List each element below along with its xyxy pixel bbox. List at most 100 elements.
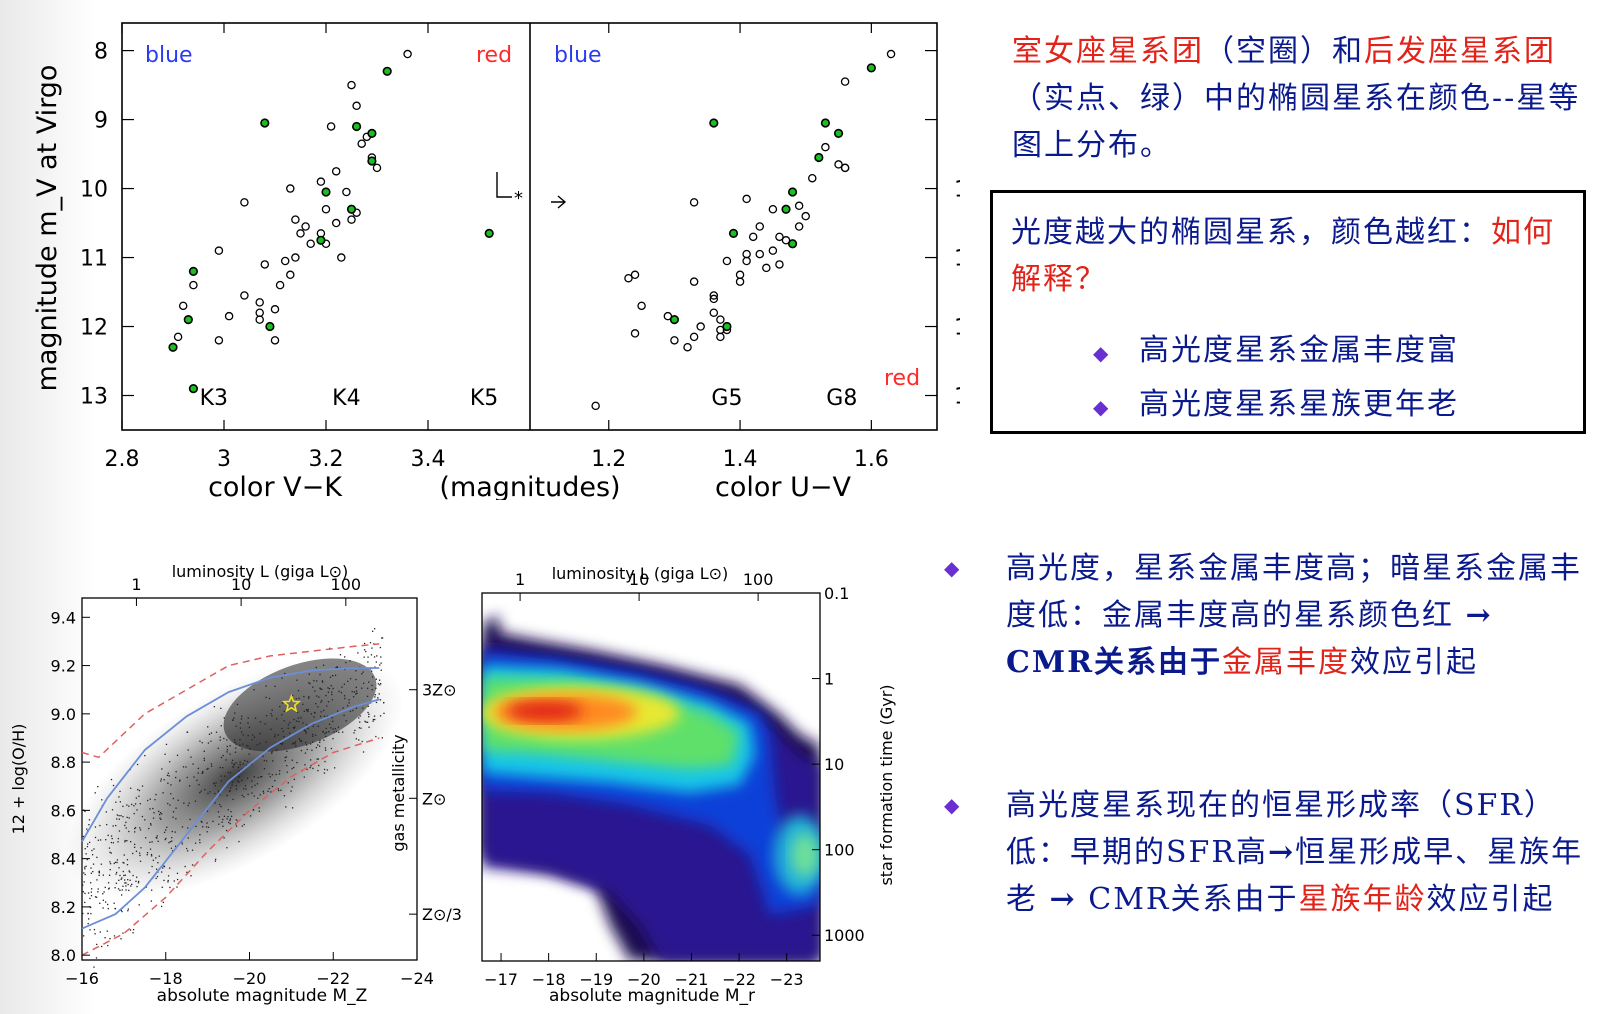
scatter-dot [377,683,380,685]
scatter-dot [276,718,278,720]
scatter-dot [379,715,382,717]
scatter-dot [226,739,228,741]
data-point-open [224,311,234,321]
data-point-open [709,308,719,317]
scatter-dot [202,770,204,773]
scatter-dot [221,821,223,823]
scatter-dot [343,695,346,697]
scatter-dot [318,696,320,698]
scatter-dot [121,889,123,891]
scatter-dot [129,929,132,931]
scatter-dot [188,785,191,787]
scatter-dot [239,722,242,724]
data-point-filled [728,228,739,238]
scatter-dot [331,717,333,719]
bullet-diamond-icon: ◆ [1093,341,1111,365]
scatter-dot [93,928,96,931]
data-point-open [331,167,341,176]
scatter-dot [127,883,129,886]
scatter-dot [371,676,374,678]
x-tick-label: 3.2 [309,447,344,472]
scatter-dot [353,732,355,734]
scatter-dot [130,885,132,887]
scatter-dot [256,783,259,785]
scatter-dot [149,808,151,810]
scatter-dot [167,875,170,877]
scatter-dot [325,735,327,738]
scatter-dot [220,725,222,727]
bullet1-red: 金属丰度 [1222,645,1351,680]
data-point-open [240,198,249,207]
scatter-dot [324,760,326,763]
star-formation-heatmap: −17 −18 −19 −20 −21 −22 −23 1 10 100 0.1 1 10 100 1000… [481,564,896,1005]
scatter-dot [194,800,197,802]
scatter-dot [186,871,188,873]
data-point-open [821,142,830,152]
scatter-dot [210,740,212,742]
scatter-dot [285,756,288,758]
scatter-dot [122,805,124,808]
question-box: 光度越大的椭圆星系，颜色越红：如何解释？ ◆ 高光度星系金属丰度富 ◆ 高光度星系星… [990,190,1586,434]
scatter-dot [157,840,159,843]
scatter-dot [332,728,334,730]
scatter-dot [205,826,208,828]
scatter-dot [118,818,121,820]
scatter-dot [104,886,106,889]
scatter-dot [261,776,263,778]
scatter-dot [370,654,373,656]
scatter-dot [125,821,127,824]
scatter-dot [242,763,244,765]
scatter-dot [119,889,121,892]
sft-top-label: luminosity L (giga L⊙) [552,564,729,583]
scatter-dot [196,779,198,781]
scatter-dot [222,754,224,757]
scatter-dot [324,732,326,735]
scatter-dot [118,879,120,881]
data-point-open [214,336,224,345]
scatter-dot [379,684,381,686]
scatter-dot [226,818,228,820]
scatter-dot [150,855,153,857]
scatter-dot [280,789,282,791]
scatter-dot [302,722,304,724]
scatter-dot [169,886,171,889]
scatter-dot [157,862,159,864]
x-tick-label: 2.8 [105,447,140,472]
scatter-dot [217,790,220,792]
x-tick-label: −19 [579,970,613,989]
data-point-open [286,184,295,193]
scatter-dot [129,871,131,873]
scatter-dot [128,830,130,833]
scatter-dot [299,739,301,742]
scatter-dot [110,852,112,854]
scatter-dot [375,678,377,680]
scatter-dot [167,802,169,805]
scatter-dot [191,864,194,866]
scatter-dot [202,826,204,828]
scatter-dot [116,814,119,816]
scatter-dot [112,825,114,827]
scatter-dot [362,671,364,673]
scatter-dot [326,715,329,717]
scatter-dot [284,672,286,675]
scatter-dot [87,922,89,925]
scatter-dot [226,751,228,753]
scatter-dot [138,904,140,906]
scatter-dot [372,720,374,722]
bullet2-part4: 效应引起 [1426,882,1555,917]
scatter-dot [112,842,115,844]
scatter-dot [113,862,115,865]
scatter-dot [274,733,276,736]
scatter-dot [343,683,346,685]
title-open-circle-text: （空圈）和 [1204,34,1364,69]
scatter-dot [200,820,202,823]
scatter-dot [226,749,229,751]
right-tick-label: Z⊙/3 [422,905,462,924]
scatter-dot [239,763,241,766]
data-point-filled [352,121,362,132]
top-tick-label: 1 [515,570,525,589]
scatter-dot [105,839,107,841]
data-point-open [689,332,699,342]
scatter-dot [268,787,270,790]
scatter-dot [378,693,380,695]
